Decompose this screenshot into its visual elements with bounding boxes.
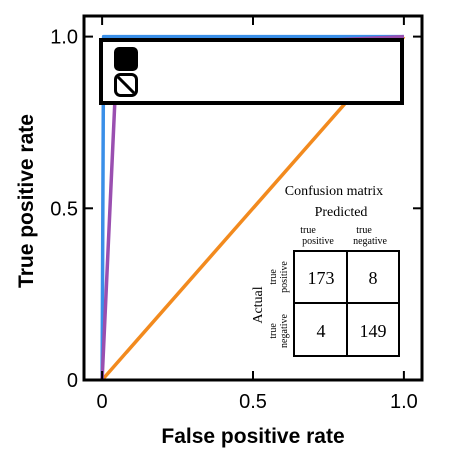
cm-col-label-1-line2: positive: [302, 236, 334, 247]
x-tick-label: 0: [97, 391, 108, 413]
legend: [99, 38, 404, 105]
series-line-2: [100, 34, 404, 381]
legend-box: [99, 38, 404, 105]
cm-col-label-1-line1: true: [300, 225, 316, 236]
cm-cell-tp: 173: [308, 268, 335, 288]
legend-marker-filled: [114, 47, 138, 71]
x-axis-title: False positive rate: [161, 425, 344, 448]
confusion-matrix: Confusion matrix Predicted true positive…: [251, 184, 400, 357]
ticks-layer: 0 0.5 1.0 0 0.5 1.0: [50, 16, 422, 413]
y-tick-label: 1.0: [50, 27, 78, 49]
confusion-predicted-label: Predicted: [315, 205, 368, 220]
y-tick-label: 0.5: [50, 198, 78, 220]
cm-row-label-2-line2: negative: [279, 314, 290, 348]
y-tick-label: 0: [67, 370, 78, 392]
legend-markers: [114, 47, 138, 97]
cm-col-label-2-line1: true: [356, 225, 372, 236]
cm-cell-fp: 4: [317, 321, 326, 341]
x-tick-label: 0.5: [239, 391, 267, 413]
cm-cell-tn: 149: [360, 321, 387, 341]
y-axis-title: True positive rate: [15, 114, 38, 288]
confusion-matrix-title: Confusion matrix: [285, 184, 383, 199]
x-tick-label: 1.0: [390, 391, 418, 413]
cm-cell-fn: 8: [369, 268, 378, 288]
legend-marker-hatch-line: [116, 75, 136, 95]
cm-row-label-1-line2: positive: [279, 261, 290, 293]
cm-col-label-2-line2: negative: [353, 236, 387, 247]
cm-actual-label: Actual: [251, 286, 266, 323]
cm-row-label-1-line1: true: [268, 269, 279, 285]
cm-row-label-2-line1: true: [268, 323, 279, 339]
